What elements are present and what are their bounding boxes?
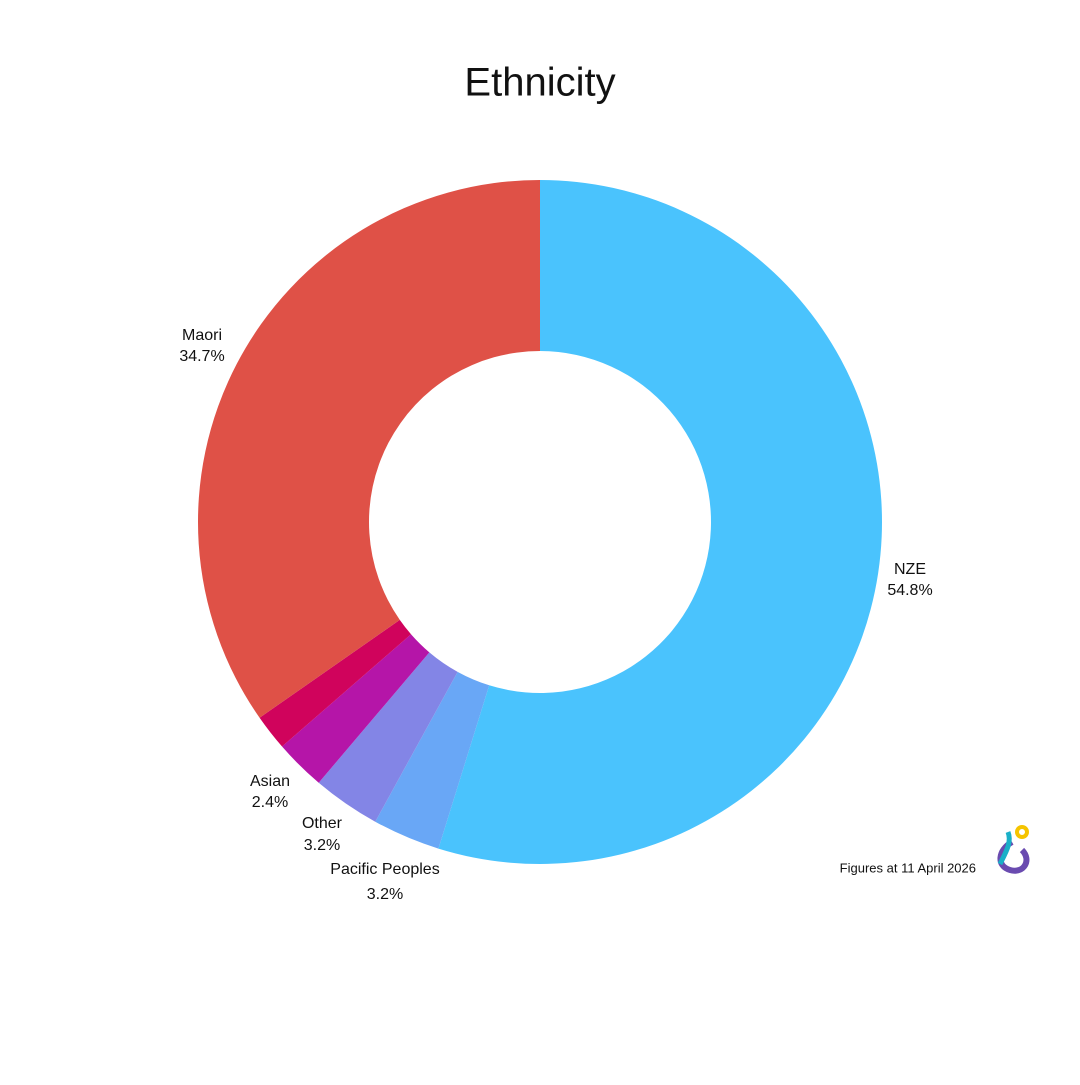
slice-value: 3.2% [304,837,340,854]
logo [997,825,1030,874]
slice [259,619,412,747]
slice-value: 3.2% [367,886,403,903]
slice-value: 34.7% [179,348,224,365]
slice-label: Pacific Peoples [330,861,439,878]
footnote: Figures at 11 April 2026 [840,860,976,875]
slice [197,180,540,718]
slice [282,634,430,783]
chart-title: Ethnicity [464,61,615,105]
slice [438,180,883,864]
slice-label: Asian [250,773,290,790]
slice-value: 2.4% [252,794,288,811]
slice-label: Maori [182,327,222,344]
slice-label: Other [302,815,343,832]
slice-value: 54.8% [887,582,932,599]
slice [318,652,458,822]
slice [375,671,490,849]
slice-label: NZE [894,561,926,578]
